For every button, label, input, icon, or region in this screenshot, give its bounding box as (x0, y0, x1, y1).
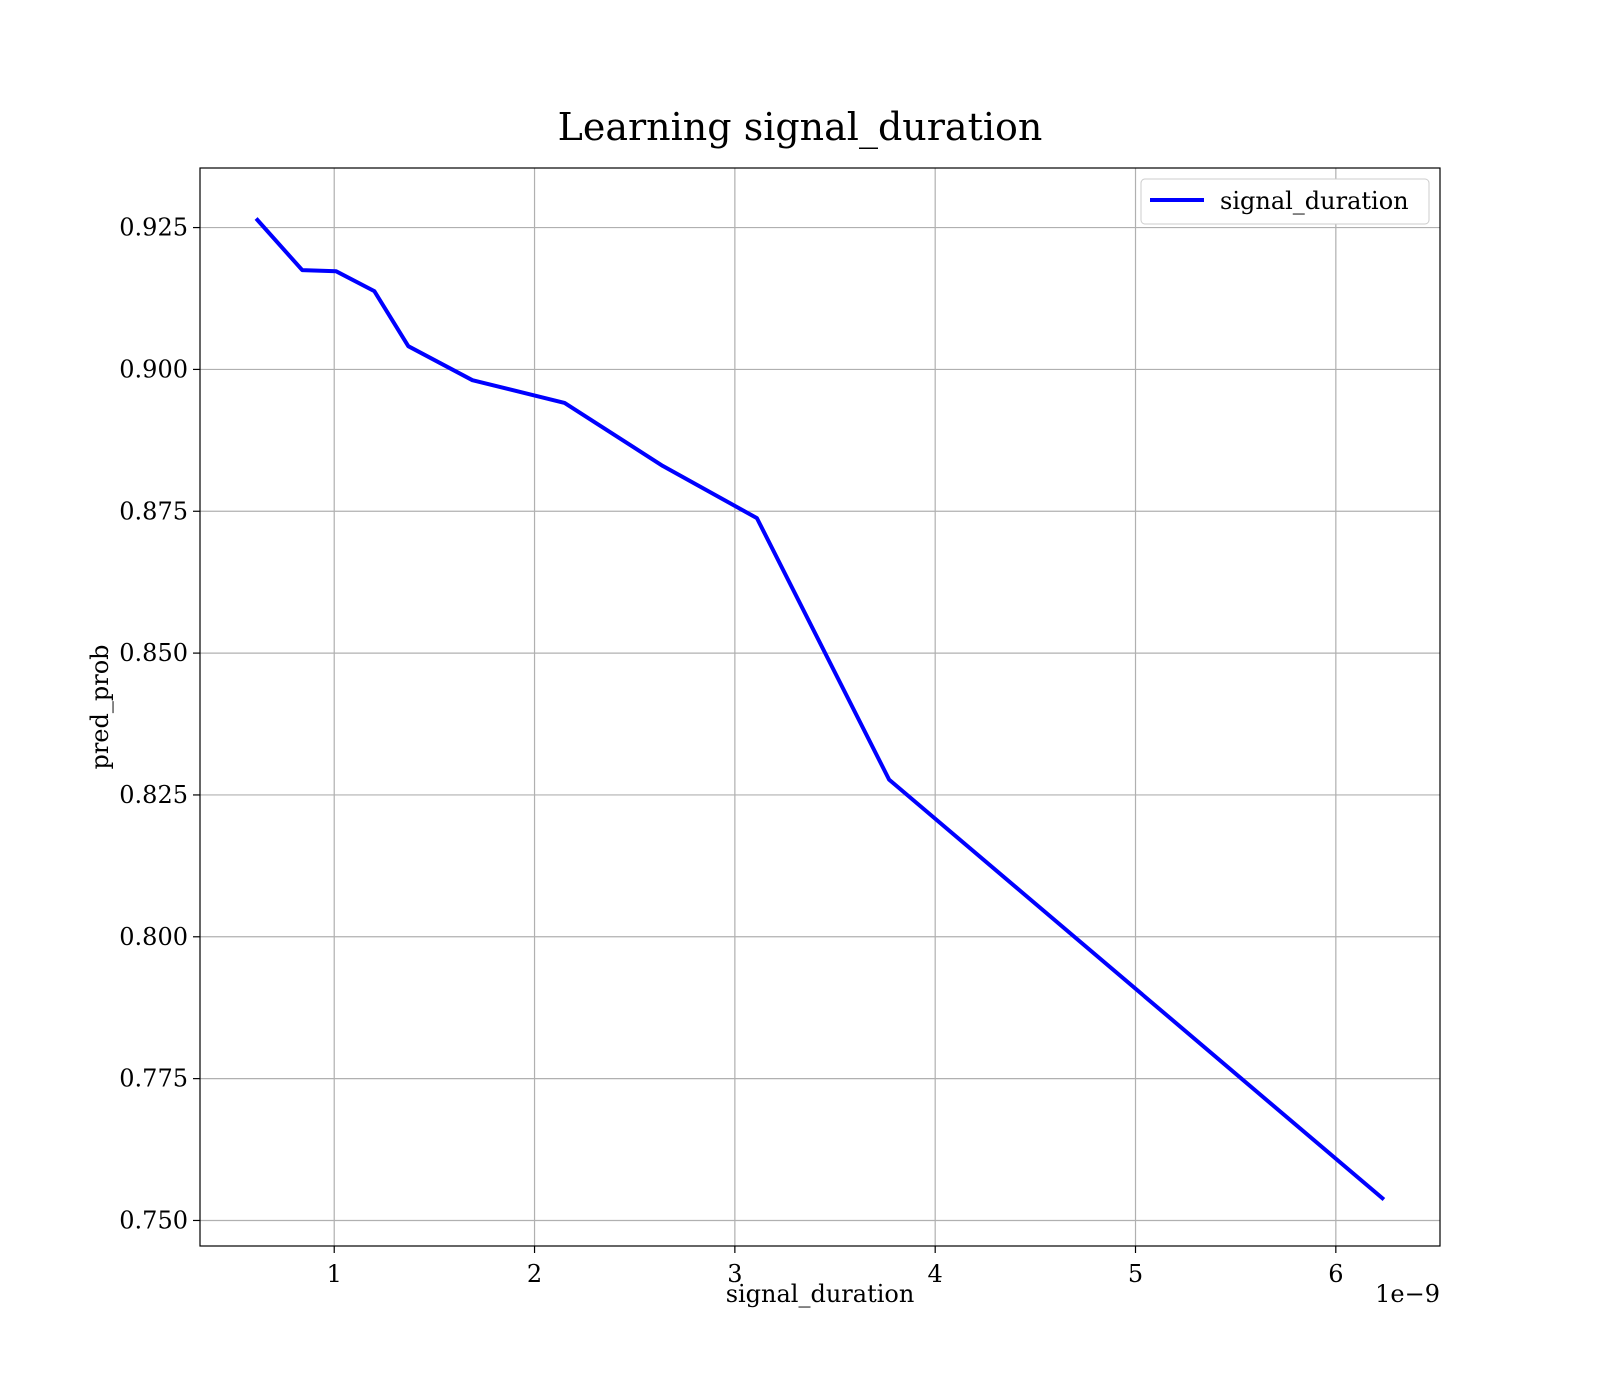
legend-label: signal_duration (1220, 187, 1409, 215)
x-tick-label: 4 (928, 1260, 943, 1288)
x-axis-label: signal_duration (726, 1280, 915, 1308)
y-tick-label: 0.775 (119, 1065, 188, 1093)
y-tick-label: 0.875 (119, 497, 188, 525)
x-tick-label: 6 (1328, 1260, 1343, 1288)
legend-box (1140, 178, 1430, 225)
y-tick-label: 0.800 (119, 923, 188, 951)
y-tick-label: 0.850 (119, 639, 188, 667)
chart-title: Learning signal_duration (558, 105, 1043, 150)
x-tick-label: 5 (1128, 1260, 1143, 1288)
x-tick-label: 1 (327, 1260, 342, 1288)
x-tick-label: 2 (527, 1260, 542, 1288)
series-line-signal_duration (254, 217, 1386, 1202)
x-tick-label: 3 (727, 1260, 742, 1288)
y-axis-tick-labels: 0.750 0.775 0.800 0.825 0.850 0.875 0.900 0.925 (119, 214, 188, 1235)
legend: signal_duration (1140, 178, 1430, 225)
grid (200, 168, 1440, 1246)
plot-frame (199, 167, 1441, 1247)
tick-marks (193, 226, 1337, 1253)
y-tick-label: 0.750 (119, 1206, 188, 1234)
series-layer (254, 217, 1386, 1202)
y-tick-label: 0.825 (119, 781, 188, 809)
x-axis-offset-label: 1e−9 (1375, 1280, 1440, 1308)
y-tick-label: 0.925 (119, 214, 188, 242)
y-tick-label: 0.900 (119, 355, 188, 383)
y-axis-label: pred_prob (86, 644, 114, 769)
x-axis-tick-labels: 1 2 3 4 5 6 (327, 1260, 1344, 1288)
